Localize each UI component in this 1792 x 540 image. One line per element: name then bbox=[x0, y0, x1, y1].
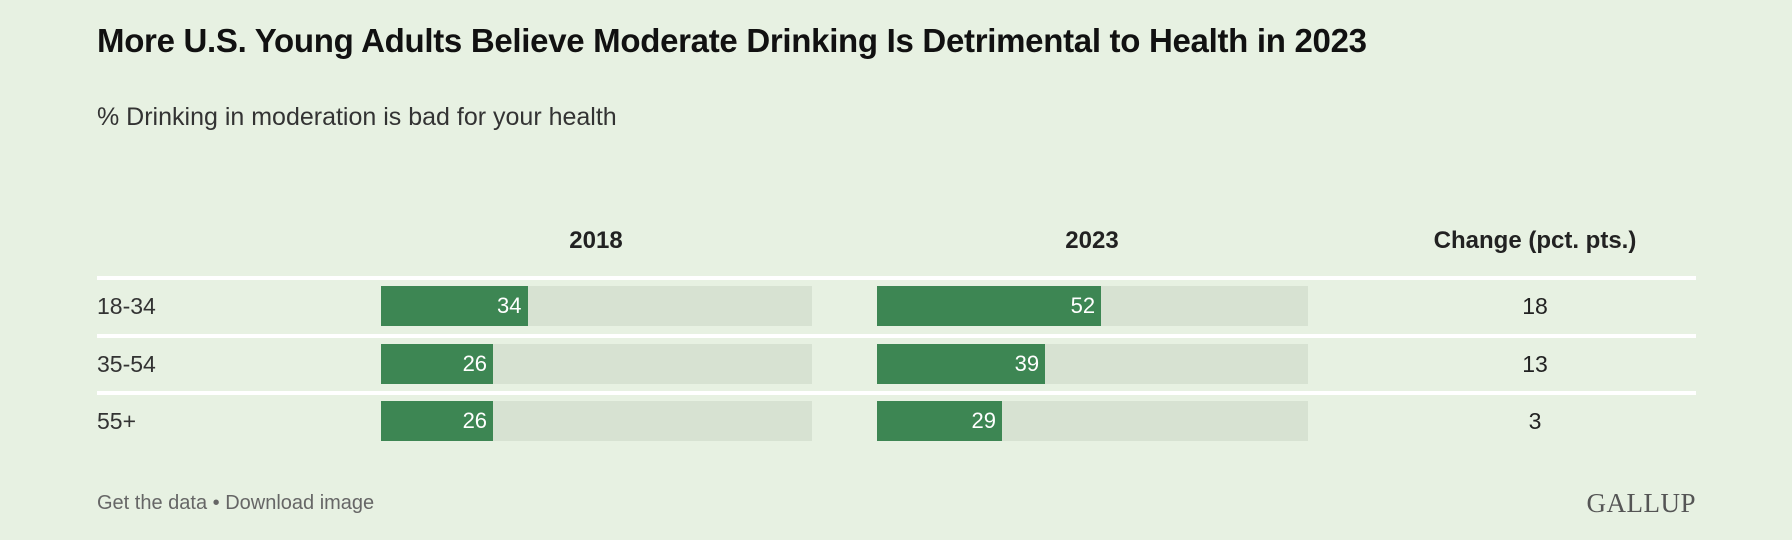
bar-value-label: 26 bbox=[462, 351, 488, 376]
chart-title: More U.S. Young Adults Believe Moderate … bbox=[97, 22, 1367, 59]
bar-track-2023: 39 bbox=[877, 344, 1308, 384]
bar-track-2023: 52 bbox=[877, 286, 1308, 326]
bar-2023-35-54 bbox=[877, 344, 1046, 384]
row-divider bbox=[97, 334, 1696, 338]
bar-value-label: 26 bbox=[462, 408, 488, 433]
change-value: 13 bbox=[1522, 351, 1548, 377]
bar-value-label: 34 bbox=[497, 293, 522, 318]
bar-2023-55+ bbox=[877, 401, 1002, 441]
row-label: 18-34 bbox=[97, 293, 156, 319]
row-label: 55+ bbox=[97, 408, 137, 434]
bar-track-2018: 26 bbox=[381, 344, 812, 384]
bar-track-2018: 26 bbox=[381, 401, 812, 441]
chart-subtitle: % Drinking in moderation is bad for your… bbox=[97, 103, 617, 131]
row-divider bbox=[97, 391, 1696, 395]
bar-2018-35-54 bbox=[381, 344, 494, 384]
bar-2018-55+ bbox=[381, 401, 494, 441]
bar-value-label: 52 bbox=[1070, 293, 1096, 318]
bar-value-label: 29 bbox=[971, 408, 996, 433]
column-header-2018: 2018 bbox=[569, 227, 623, 254]
bar-2018-18-34 bbox=[381, 286, 528, 326]
gallup-logo: GALLUP bbox=[1586, 488, 1696, 518]
bar-2023-18-34 bbox=[877, 286, 1102, 326]
bar-value-label: 39 bbox=[1014, 351, 1040, 376]
column-header-2023: 2023 bbox=[1065, 227, 1119, 254]
column-header-change: Change (pct. pts.) bbox=[1433, 227, 1637, 254]
change-value: 18 bbox=[1522, 293, 1548, 319]
bar-track-2018: 34 bbox=[381, 286, 812, 326]
bar-track-2023: 29 bbox=[877, 401, 1308, 441]
change-value: 3 bbox=[1528, 408, 1542, 434]
row-divider bbox=[97, 276, 1696, 280]
footer-links[interactable]: Get the data • Download image bbox=[97, 492, 375, 514]
row-label: 35-54 bbox=[97, 351, 156, 377]
